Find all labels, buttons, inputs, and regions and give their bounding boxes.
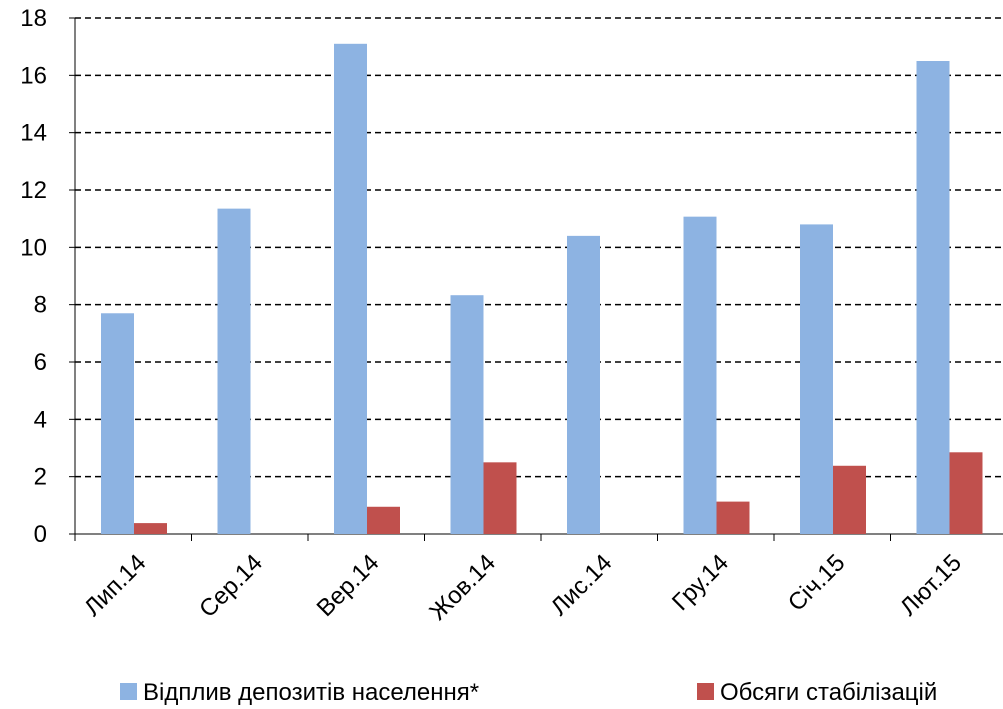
bar xyxy=(716,501,750,534)
bar xyxy=(334,43,367,535)
bar xyxy=(483,462,517,534)
x-tick-label: Вер.14 xyxy=(312,549,385,622)
y-tick-label: 0 xyxy=(34,521,47,548)
y-tick-label: 2 xyxy=(34,464,47,491)
bar xyxy=(800,224,833,534)
bar xyxy=(949,452,983,534)
bar xyxy=(134,523,167,534)
y-tick-label: 6 xyxy=(34,349,47,376)
y-tick-label: 16 xyxy=(20,62,47,89)
bar xyxy=(916,61,950,534)
bar xyxy=(217,208,251,534)
y-tick-label: 14 xyxy=(20,120,47,147)
bar xyxy=(683,216,717,534)
x-tick-label: Лют.15 xyxy=(895,549,967,621)
y-tick-label: 4 xyxy=(34,406,47,433)
bar xyxy=(367,506,400,534)
y-tick-label: 18 xyxy=(20,5,47,32)
x-tick-label: Сер.14 xyxy=(194,549,268,623)
legend-swatch xyxy=(120,683,137,700)
legend-label: Відплив депозитів населення* xyxy=(143,679,479,706)
bar xyxy=(567,235,600,534)
x-tick-label: Лис.14 xyxy=(546,549,618,621)
x-tick-label: Лип.14 xyxy=(79,549,151,621)
y-tick-label: 8 xyxy=(34,292,47,319)
x-tick-label: Гру.14 xyxy=(667,549,734,616)
y-tick-label: 12 xyxy=(20,177,47,204)
legend-label: Обсяги стабілізацій xyxy=(720,679,937,706)
legend-swatch xyxy=(697,683,714,700)
bar xyxy=(833,465,866,534)
bar xyxy=(101,313,134,534)
y-tick-label: 10 xyxy=(20,234,47,261)
bar xyxy=(450,295,484,534)
x-tick-label: Жов.14 xyxy=(424,549,501,626)
x-tick-label: Січ.15 xyxy=(783,549,851,617)
